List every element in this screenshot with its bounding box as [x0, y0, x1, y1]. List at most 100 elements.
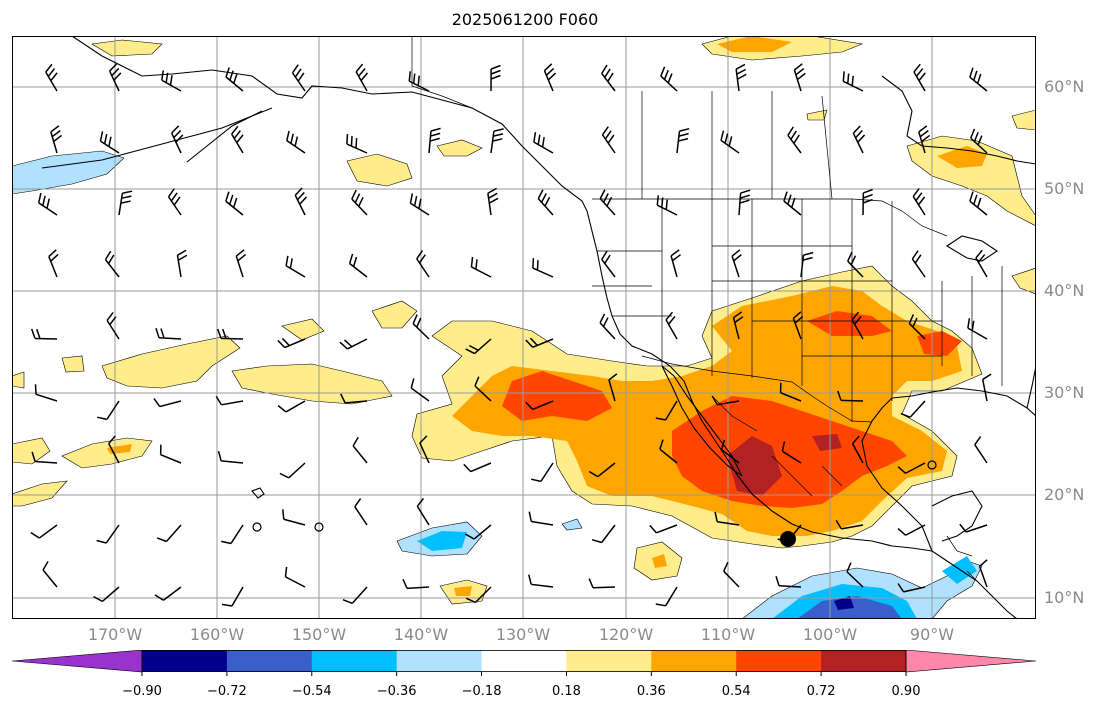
- lon-label: 170°W: [87, 625, 143, 644]
- wind-barb: [978, 559, 988, 588]
- negative-contour-navy: [834, 596, 854, 610]
- wind-barb: [969, 67, 988, 92]
- wind-barb: [711, 395, 740, 406]
- colorbar-bin: [566, 650, 652, 672]
- wind-barb: [282, 509, 306, 526]
- wind-barb: [723, 561, 740, 588]
- graticule: [12, 36, 1036, 619]
- east-coast: [1026, 365, 1036, 409]
- west-coast: [586, 210, 933, 552]
- wind-barb: [649, 524, 678, 534]
- lat-label: 50°N: [1044, 179, 1085, 198]
- us-state-lines: [592, 199, 1003, 422]
- wind-barb: [277, 337, 306, 349]
- wind-barb: [837, 390, 864, 402]
- lat-label: 30°N: [1044, 383, 1085, 402]
- wind-barb: [99, 131, 120, 154]
- alaska-peninsula: [186, 110, 263, 163]
- coastlines: [41, 36, 1036, 619]
- wind-barb: [428, 127, 441, 154]
- colorbar-bin: [651, 650, 737, 672]
- wind-barb: [842, 71, 864, 92]
- colorbar-bin: [736, 650, 822, 672]
- wind-barb: [167, 188, 182, 216]
- wind-barb: [779, 382, 802, 402]
- wind-barb: [851, 435, 864, 464]
- wind-barb: [846, 562, 864, 588]
- map-panel[interactable]: [12, 36, 1036, 619]
- wind-barb: [30, 328, 58, 340]
- colorbar-tick-label: 0.90: [891, 684, 921, 699]
- wind-barb: [118, 190, 133, 216]
- positive-contour-orange: [652, 554, 667, 568]
- wind-barb: [670, 249, 681, 278]
- colorbar-bin: [311, 650, 398, 672]
- wind-barb: [537, 189, 554, 216]
- negative-contour-blue: [417, 531, 467, 551]
- wind-barb: [465, 338, 492, 355]
- positive-contour-orange: [717, 36, 792, 52]
- wind-barb: [525, 337, 554, 348]
- wind-barb: [279, 462, 306, 479]
- gulf-coast-us: [891, 387, 1036, 417]
- wind-barb: [408, 71, 430, 92]
- wind-barb: [912, 187, 926, 216]
- alaska-coast: [71, 36, 588, 212]
- wind-barb: [176, 249, 188, 278]
- wind-barb: [351, 189, 368, 216]
- wind-barb: [897, 462, 926, 474]
- positive-contour-darkred: [727, 436, 782, 496]
- wind-barb: [588, 462, 616, 478]
- wind-barb: [221, 524, 244, 545]
- positive-contour-yellow: [12, 437, 51, 465]
- wind-barb: [37, 192, 58, 216]
- wind-barb: [154, 586, 182, 601]
- positive-contour-yellow: [231, 363, 393, 405]
- colorbar-tick-label: −0.72: [206, 684, 247, 699]
- wind-barb: [900, 400, 926, 418]
- wind-barb: [410, 378, 430, 402]
- wind-barb: [975, 249, 988, 278]
- wind-barb: [419, 435, 430, 464]
- wind-barb: [355, 63, 369, 92]
- wind-barb: [416, 250, 430, 278]
- wind-barb: [30, 524, 58, 539]
- colorbar-tick-label: 0.54: [721, 684, 751, 699]
- gulf-coast-mexico: [861, 397, 933, 552]
- wind-barb: [969, 191, 988, 216]
- colorbar-frame: [141, 650, 907, 672]
- positive-contour-yellow: [346, 153, 413, 187]
- wind-barb: [720, 130, 740, 154]
- positive-contour-yellow: [12, 480, 68, 507]
- wind-barb: [463, 462, 492, 473]
- wind-barb: [34, 384, 58, 402]
- wind-barb: [528, 574, 554, 588]
- wind-barb: [835, 519, 864, 530]
- lat-label: 10°N: [1044, 588, 1085, 607]
- wind-barb: [793, 63, 806, 92]
- positive-contour-yellow: [436, 139, 483, 157]
- us-mexico-border: [641, 355, 873, 423]
- colorbar-tick-label: −0.18: [461, 684, 502, 699]
- storm-center-marker[interactable]: [780, 531, 796, 547]
- wind-barb: [588, 578, 616, 589]
- positive-contour-yellow: [1011, 267, 1036, 295]
- wind-barb: [225, 67, 244, 92]
- wind-barb: [291, 64, 306, 92]
- wind-barb: [981, 373, 992, 402]
- calm-wind-circle: [314, 522, 324, 532]
- wind-barb: [918, 125, 931, 154]
- calm-wind-circle: [927, 460, 937, 470]
- wind-barb: [897, 583, 926, 593]
- wind-barb: [470, 256, 492, 278]
- wind-barb: [104, 250, 120, 278]
- wind-barb: [402, 578, 430, 590]
- wind-barb: [221, 586, 244, 607]
- colorbar-tick-label: 0.18: [551, 684, 581, 699]
- lon-label: 100°W: [802, 625, 858, 644]
- wind-barb: [800, 251, 814, 278]
- wind-barb: [852, 125, 866, 154]
- lon-label: 140°W: [393, 625, 449, 644]
- wind-barb: [277, 400, 306, 413]
- borders: [411, 36, 1003, 582]
